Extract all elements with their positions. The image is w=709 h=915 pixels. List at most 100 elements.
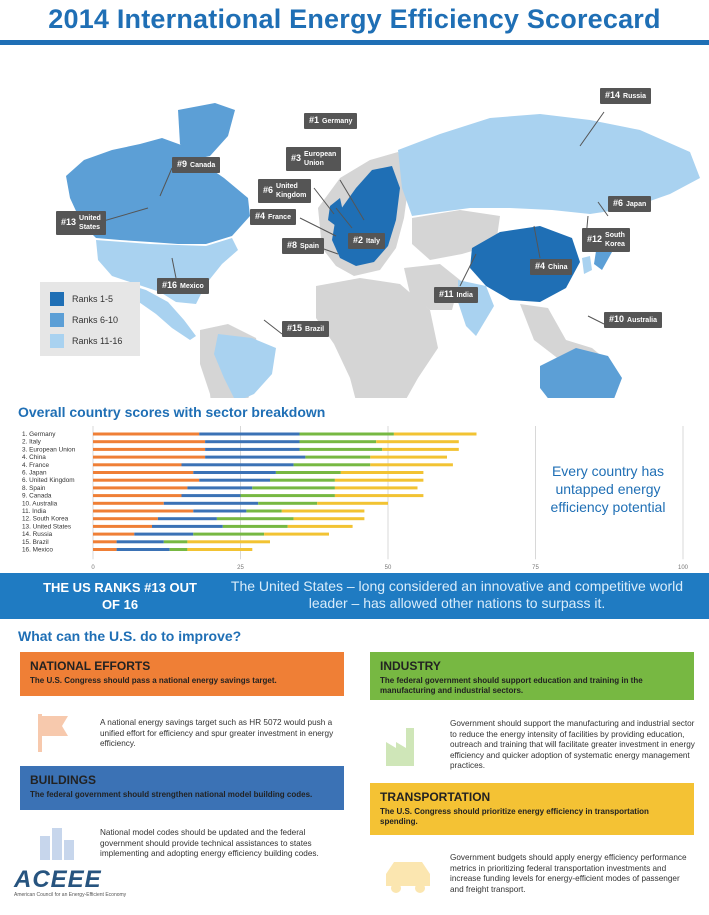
card-heading: INDUSTRY: [380, 659, 441, 673]
leader-japan: [597, 201, 609, 217]
bar-segment: [240, 494, 335, 498]
bar-segment: [246, 509, 282, 513]
bar-segment: [281, 509, 365, 513]
bar-segment: [305, 455, 371, 459]
category-label: 15. Brazil: [22, 539, 49, 546]
card-heading: NATIONAL EFFORTS: [30, 659, 151, 673]
bar-segment: [157, 517, 217, 521]
bar-segment: [340, 471, 424, 474]
card-body: Government budgets should apply energy e…: [450, 853, 687, 894]
us-rank-band: THE US RANKS #13 OUT OF 16 The United St…: [0, 573, 709, 619]
x-tick-label: 100: [678, 565, 689, 570]
brazil-shape: [214, 334, 276, 398]
legend-swatch: [50, 291, 64, 306]
bar-segment: [193, 509, 247, 513]
bar-segment: [134, 532, 194, 536]
card-body: Government should support the manufactur…: [450, 719, 695, 770]
bar-segment: [187, 540, 270, 544]
bar-segment: [299, 447, 383, 451]
bar-segment: [93, 517, 158, 521]
bar-segment: [193, 532, 265, 536]
greenland-shape: [178, 103, 235, 160]
category-label: 3. European Union: [22, 446, 76, 453]
bar-segment: [93, 455, 206, 459]
bar-segment: [317, 501, 388, 505]
leader-mexico: [171, 257, 177, 279]
category-label: 14. Russia: [22, 531, 53, 538]
callout-united-states: #13 United States: [56, 211, 106, 235]
bar-segment: [216, 517, 294, 521]
transportation-card: TRANSPORTATION The U.S. Congress should …: [370, 783, 694, 835]
bar-segment: [93, 447, 206, 451]
callout-european-union: #3 European Union: [286, 147, 342, 171]
bar-segment: [93, 478, 200, 482]
bar-segment: [93, 440, 206, 444]
callout-australia: #10 Australia: [604, 312, 662, 328]
bar-segment: [376, 440, 459, 444]
leader-germany: [339, 179, 365, 221]
x-tick-label: 0: [91, 565, 95, 570]
bar-segment: [93, 471, 194, 474]
bar-segment: [181, 494, 241, 498]
card-body: A national energy savings target such as…: [100, 718, 334, 748]
bar-segment: [334, 486, 418, 490]
bar-segment: [370, 455, 447, 459]
bar-segment: [93, 486, 188, 490]
bar-segment: [275, 471, 341, 474]
national-efforts-card: NATIONAL EFFORTS The U.S. Congress shoul…: [20, 652, 344, 696]
bar-segment: [187, 548, 253, 551]
callout-russia: #14 Russia: [600, 88, 651, 104]
leader-china: [533, 225, 541, 259]
bar-segment: [293, 517, 365, 521]
bar-segment: [152, 524, 223, 528]
bar-segment: [252, 486, 335, 490]
leader-russia: [579, 111, 605, 147]
callout-germany: #1 Germany: [304, 113, 358, 129]
bar-segment: [334, 494, 424, 498]
x-tick-label: 75: [532, 565, 539, 570]
map-legend: Ranks 1-5 Ranks 6-10 Ranks 11-16: [40, 282, 140, 356]
category-label: 2. Italy: [22, 439, 42, 446]
bar-segment: [205, 455, 306, 459]
callout-united-kingdom: #6 United Kingdom: [258, 179, 312, 203]
leader-usa: [99, 207, 149, 223]
bar-segment: [187, 486, 253, 490]
bar-segment: [393, 432, 477, 436]
card-subheading: The U.S. Congress should prioritize ener…: [380, 807, 649, 826]
leader-canada: [159, 167, 173, 197]
x-tick-label: 25: [237, 565, 244, 570]
category-label: 10. Australia: [22, 500, 58, 507]
bar-segment: [287, 524, 353, 528]
russia-shape: [398, 114, 700, 216]
category-label: 4. China: [22, 454, 46, 461]
chart-title: Overall country scores with sector break…: [18, 404, 326, 420]
category-label: 6. United Kingdom: [22, 477, 75, 484]
leader-france: [299, 217, 337, 237]
callout-japan: #6 Japan: [608, 196, 652, 212]
bar-segment: [258, 501, 318, 505]
car-icon: [386, 862, 430, 893]
callout-canada: #9 Canada: [172, 157, 221, 173]
industry-card: INDUSTRY The federal government should s…: [370, 652, 694, 700]
buildings-icon: [40, 828, 74, 860]
buildings-card: BUILDINGS The federal government should …: [20, 766, 344, 810]
callout-italy: #2 Italy: [348, 233, 386, 249]
callout-south-korea: #12 South Korea: [582, 228, 630, 252]
leader-india: [459, 253, 477, 287]
logo-name: ACEEE: [14, 866, 102, 893]
uk-shape: [328, 198, 344, 226]
category-label: 9. Canada: [22, 493, 52, 500]
china-shape: [470, 226, 580, 302]
bar-segment: [163, 540, 188, 544]
bar-segment: [93, 501, 164, 505]
category-label: 16. Mexico: [22, 547, 53, 554]
legend-item: Ranks 11-16: [50, 330, 140, 351]
bar-segment: [264, 532, 329, 536]
bar-segment: [334, 478, 424, 482]
card-heading: BUILDINGS: [30, 773, 96, 787]
korea-shape: [582, 256, 592, 274]
card-subheading: The federal government should strengthen…: [30, 790, 313, 799]
bar-segment: [199, 478, 270, 482]
callout-mexico: #16 Mexico: [157, 278, 209, 294]
